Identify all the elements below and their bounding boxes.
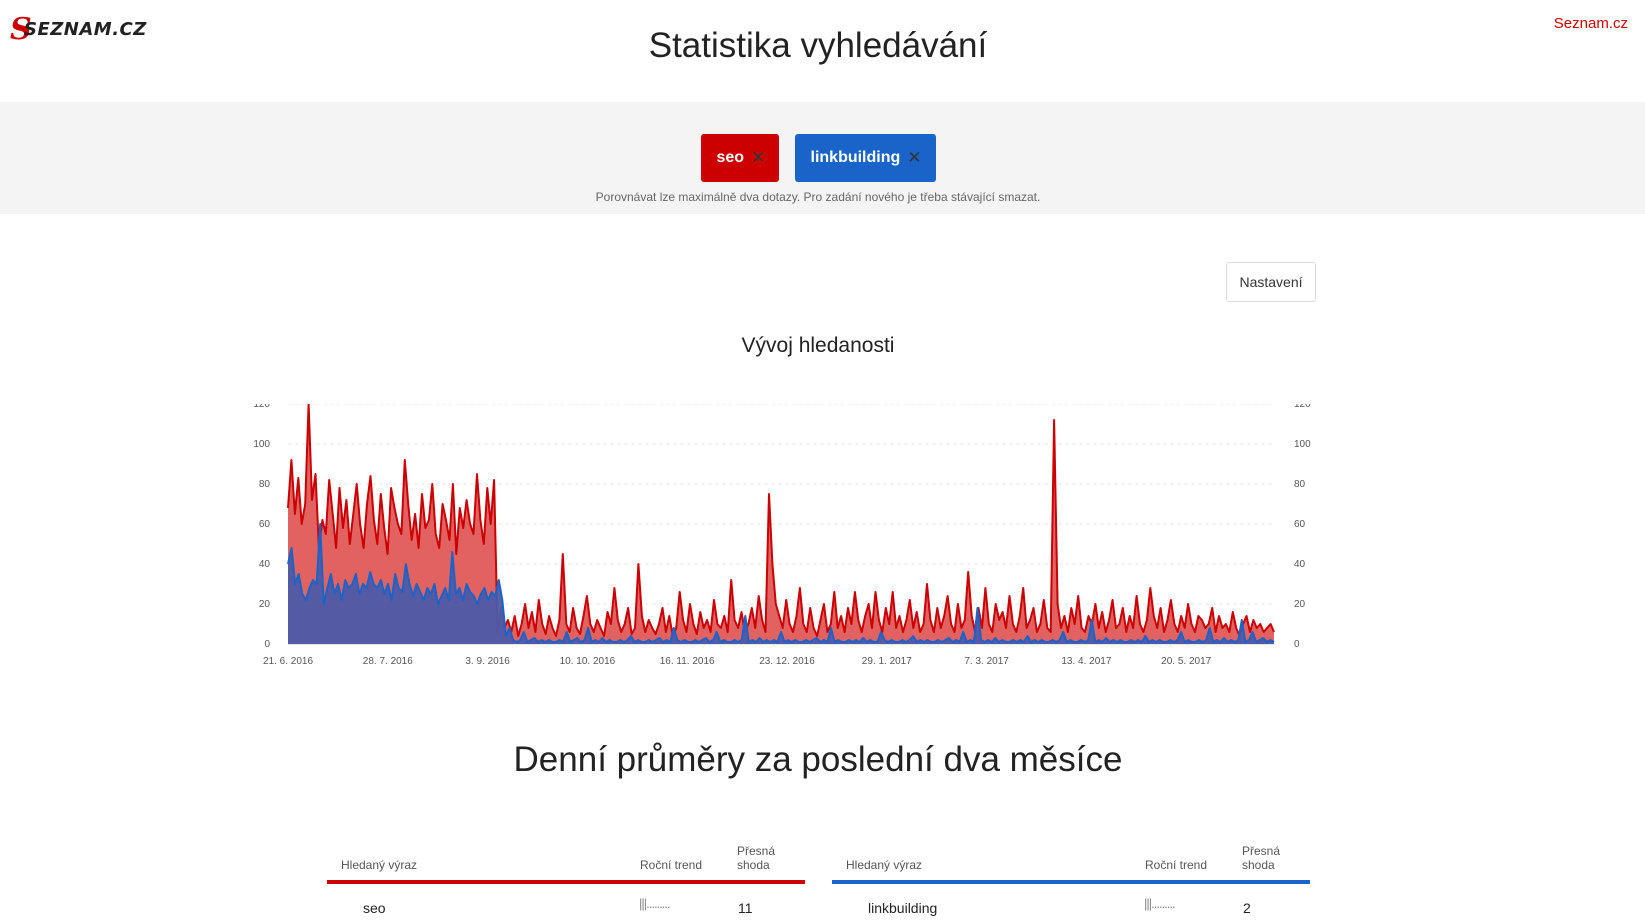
col-exact-header: Přesná shoda (737, 844, 776, 872)
page-title: Statistika vyhledávání (648, 26, 988, 65)
col-trend-header: Roční trend (640, 858, 703, 872)
x-tick-label: 7. 3. 2017 (964, 656, 1009, 667)
x-tick-label: 23. 12. 2016 (759, 656, 815, 667)
row-exact: 2 (1243, 900, 1251, 916)
section-title: Denní průměry za poslední dva měsíce (513, 740, 1123, 779)
logo-s-mark: S (10, 12, 32, 47)
logo-text: SEZNAM.CZ (24, 19, 147, 40)
search-volume-chart: 0 0 20 20 40 40 60 60 80 80 100 100 120 120 21. 6. 201… (253, 404, 1311, 667)
settings-button[interactable]: Nastavení (1226, 262, 1316, 302)
row-trend: |||......... (1144, 896, 1176, 911)
col-trend-header: Roční trend (1145, 858, 1208, 872)
remove-icon[interactable]: ✕ (907, 148, 922, 167)
y-tick-label-right: 120 (1294, 404, 1311, 410)
row-trend: |||......... (639, 896, 671, 911)
table-row: seo |||......... 11 (327, 884, 805, 920)
x-tick-label: 21. 6. 2016 (263, 656, 313, 667)
x-tick-label: 13. 4. 2017 (1061, 656, 1111, 667)
col-term-header: Hledaný výraz (341, 858, 418, 872)
row-term[interactable]: linkbuilding (868, 900, 938, 916)
query-chip-linkbuilding[interactable]: linkbuilding ✕ (794, 134, 936, 182)
seznam-link[interactable]: Seznam.cz (1553, 15, 1628, 32)
series-line-seo (287, 404, 1275, 637)
page-header: S SEZNAM.CZ Seznam.cz Statistika vyhledá… (0, 0, 1645, 102)
x-tick-label: 29. 1. 2017 (862, 656, 912, 667)
y-tick-label-left: 120 (253, 404, 270, 410)
x-tick-label: 10. 10. 2016 (560, 656, 616, 667)
col-exact-header: Přesná shoda (1242, 844, 1281, 872)
y-tick-label-left: 40 (259, 559, 271, 570)
table-header: Hledaný výraz Roční trend Přesná shoda (832, 832, 1310, 872)
table-accent-line (832, 880, 1310, 884)
avg-table-seo: Hledaný výraz Roční trend Přesná shoda s… (327, 832, 805, 920)
y-tick-label-right: 80 (1294, 479, 1306, 490)
x-tick-label: 20. 5. 2017 (1161, 656, 1211, 667)
x-tick-label: 16. 11. 2016 (660, 656, 715, 667)
series-line-linkbuilding (287, 523, 1275, 643)
seznam-logo[interactable]: S SEZNAM.CZ (10, 12, 146, 47)
series-area-linkbuilding (288, 524, 1274, 644)
query-hint: Porovnávat lze maximálně dva dotazy. Pro… (595, 190, 1041, 204)
query-chip-label: linkbuilding (810, 149, 901, 166)
y-tick-label-left: 0 (264, 639, 270, 650)
table-row: linkbuilding |||......... 2 (832, 884, 1310, 920)
table-header: Hledaný výraz Roční trend Přesná shoda (327, 832, 805, 872)
row-exact: 11 (738, 900, 753, 916)
y-tick-label-right: 40 (1294, 559, 1306, 570)
y-tick-label-left: 20 (259, 599, 271, 610)
query-chip-label: seo (716, 149, 745, 166)
remove-icon[interactable]: ✕ (751, 148, 766, 167)
x-tick-label: 3. 9. 2016 (465, 656, 510, 667)
query-chips: seo ✕ linkbuilding ✕ (0, 134, 1636, 182)
y-tick-label-right: 20 (1294, 599, 1306, 610)
y-tick-label-left: 60 (259, 519, 271, 530)
x-tick-label: 28. 7. 2016 (363, 656, 413, 667)
row-term[interactable]: seo (363, 900, 386, 916)
y-tick-label-right: 60 (1294, 519, 1306, 530)
query-bar: seo ✕ linkbuilding ✕ Porovnávat lze maxi… (0, 102, 1645, 214)
query-chip-seo[interactable]: seo ✕ (700, 134, 779, 182)
y-tick-label-right: 0 (1294, 639, 1300, 650)
y-tick-label-left: 100 (253, 439, 270, 450)
col-term-header: Hledaný výraz (846, 858, 923, 872)
avg-table-linkbuilding: Hledaný výraz Roční trend Přesná shoda l… (832, 832, 1310, 920)
y-tick-label-left: 80 (259, 479, 271, 490)
table-accent-line (327, 880, 805, 884)
y-tick-label-right: 100 (1294, 439, 1311, 450)
chart-title: Vývoj hledanosti (741, 334, 895, 357)
